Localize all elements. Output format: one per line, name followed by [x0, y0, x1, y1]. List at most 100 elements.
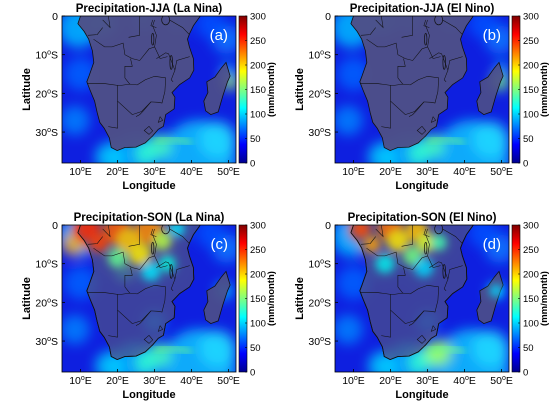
x-tick-label: 20oE: [106, 166, 129, 178]
y-axis-label: Latitude: [21, 68, 33, 111]
colorbar-tick-label: 0: [250, 368, 255, 379]
x-tick-label: 10oE: [342, 375, 365, 387]
colorbar-label: (mm/month): [266, 62, 277, 117]
africa-coastline: [77, 16, 201, 152]
panel-title: Precipitation-SON (La Nina): [74, 212, 225, 224]
x-tick-label: 50oE: [217, 375, 240, 387]
x-tick-label: 10oE: [342, 166, 365, 178]
y-tick-label: 20oS: [308, 297, 331, 309]
x-tick-label: 10oE: [69, 375, 92, 387]
y-tick-label: 20oS: [35, 297, 58, 309]
y-tick-label: 30oS: [35, 336, 58, 348]
x-tick-label: 20oE: [379, 375, 402, 387]
x-axis-label: Longitude: [395, 389, 448, 401]
y-axis-label: Latitude: [294, 277, 306, 320]
colorbar-tick-label: 200: [523, 61, 539, 72]
panel-title: Precipitation-SON (El Nino): [348, 212, 497, 224]
country-borders: [87, 225, 190, 344]
y-tick-label: 10oS: [35, 50, 58, 62]
colorbar-tick-label: 0: [523, 368, 528, 379]
x-tick-label: 40oE: [180, 375, 203, 387]
colorbar-tick-label: 0: [523, 159, 528, 170]
y-tick-label: 10oS: [308, 259, 331, 271]
precip-field: [62, 225, 236, 372]
x-tick-label: 40oE: [453, 375, 476, 387]
colorbar-tick-label: 50: [523, 134, 534, 145]
colorbar-tick-label: 50: [250, 134, 261, 145]
colorbar-label: (mm/month): [539, 271, 550, 326]
colorbar-tick-label: 100: [523, 110, 539, 121]
panel-tag: (a): [210, 27, 228, 44]
x-tick-label: 50oE: [490, 375, 513, 387]
panel-title: Precipitation-JJA (La Nina): [76, 3, 223, 15]
panel-tag: (d): [483, 236, 501, 253]
colorbar-tick-label: 250: [523, 245, 539, 256]
y-tick-label: 0: [325, 220, 331, 232]
colorbar: 0 50 100 150 200 250 300 (mm/month): [238, 221, 277, 379]
colorbar-tick-label: 250: [250, 36, 266, 47]
y-axis-label: Latitude: [21, 277, 33, 320]
panel-title: Precipitation-JJA (El Nino): [350, 3, 495, 15]
y-tick-label: 30oS: [308, 127, 331, 139]
colorbar-tick-label: 50: [250, 343, 261, 354]
panel-tag: (b): [483, 27, 501, 44]
x-tick-label: 30oE: [416, 166, 439, 178]
x-tick-label: 30oE: [143, 166, 166, 178]
x-tick-label: 40oE: [453, 166, 476, 178]
x-tick-label: 20oE: [379, 166, 402, 178]
x-tick-label: 30oE: [143, 375, 166, 387]
madagascar-coastline: [203, 270, 231, 325]
colorbar-tick-label: 300: [250, 12, 266, 23]
y-tick-label: 0: [52, 220, 58, 232]
x-tick-label: 10oE: [69, 166, 92, 178]
precip-field: [335, 16, 509, 163]
madagascar-coastline: [203, 61, 231, 116]
colorbar-tick-label: 300: [523, 221, 539, 232]
colorbar: 0 50 100 150 200 250 300 (mm/month): [238, 12, 277, 170]
precip-field: [335, 225, 509, 372]
x-axis-label: Longitude: [122, 180, 175, 192]
colorbar-tick-label: 150: [250, 85, 266, 96]
panel-tag: (c): [211, 236, 229, 253]
precip-field: [62, 16, 236, 163]
map-panel-a: 10oE 20oE 30oE 40oE 50oE 0 10oS 20oS 30oS Precipi…: [21, 3, 277, 192]
x-tick-label: 50oE: [490, 166, 513, 178]
africa-coastline: [350, 16, 474, 152]
y-tick-label: 0: [52, 11, 58, 23]
colorbar-tick-label: 150: [250, 294, 266, 305]
country-borders: [360, 225, 463, 344]
colorbar: 0 50 100 150 200 250 300 (mm/month): [511, 221, 550, 379]
colorbar-tick-label: 150: [523, 294, 539, 305]
colorbar-tick-label: 100: [250, 110, 266, 121]
y-tick-label: 30oS: [308, 336, 331, 348]
colorbar-tick-label: 250: [523, 36, 539, 47]
x-axis-label: Longitude: [395, 180, 448, 192]
map-panel-b: 10oE 20oE 30oE 40oE 50oE 0 10oS 20oS 30oS Precipi…: [294, 3, 550, 192]
colorbar-label: (mm/month): [266, 271, 277, 326]
y-axis-label: Latitude: [294, 68, 306, 111]
colorbar-tick-label: 100: [523, 319, 539, 330]
colorbar-label: (mm/month): [539, 62, 550, 117]
x-tick-label: 50oE: [217, 166, 240, 178]
y-tick-label: 30oS: [35, 127, 58, 139]
colorbar-tick-label: 250: [250, 245, 266, 256]
country-borders: [360, 16, 463, 135]
y-tick-label: 20oS: [35, 88, 58, 100]
colorbar-tick-label: 200: [523, 270, 539, 281]
x-tick-label: 20oE: [106, 375, 129, 387]
y-tick-label: 0: [325, 11, 331, 23]
colorbar-tick-label: 150: [523, 85, 539, 96]
country-borders: [87, 16, 190, 135]
map-panel-c: 10oE 20oE 30oE 40oE 50oE 0 10oS 20oS 30oS Precipi…: [21, 212, 277, 401]
y-tick-label: 10oS: [35, 259, 58, 271]
y-tick-label: 20oS: [308, 88, 331, 100]
x-tick-label: 40oE: [180, 166, 203, 178]
colorbar-tick-label: 200: [250, 61, 266, 72]
map-panel-d: 10oE 20oE 30oE 40oE 50oE 0 10oS 20oS 30oS Precipi…: [294, 212, 550, 401]
x-tick-label: 30oE: [416, 375, 439, 387]
colorbar-tick-label: 50: [523, 343, 534, 354]
colorbar-tick-label: 0: [250, 159, 255, 170]
colorbar-tick-label: 100: [250, 319, 266, 330]
colorbar-tick-label: 300: [523, 12, 539, 23]
